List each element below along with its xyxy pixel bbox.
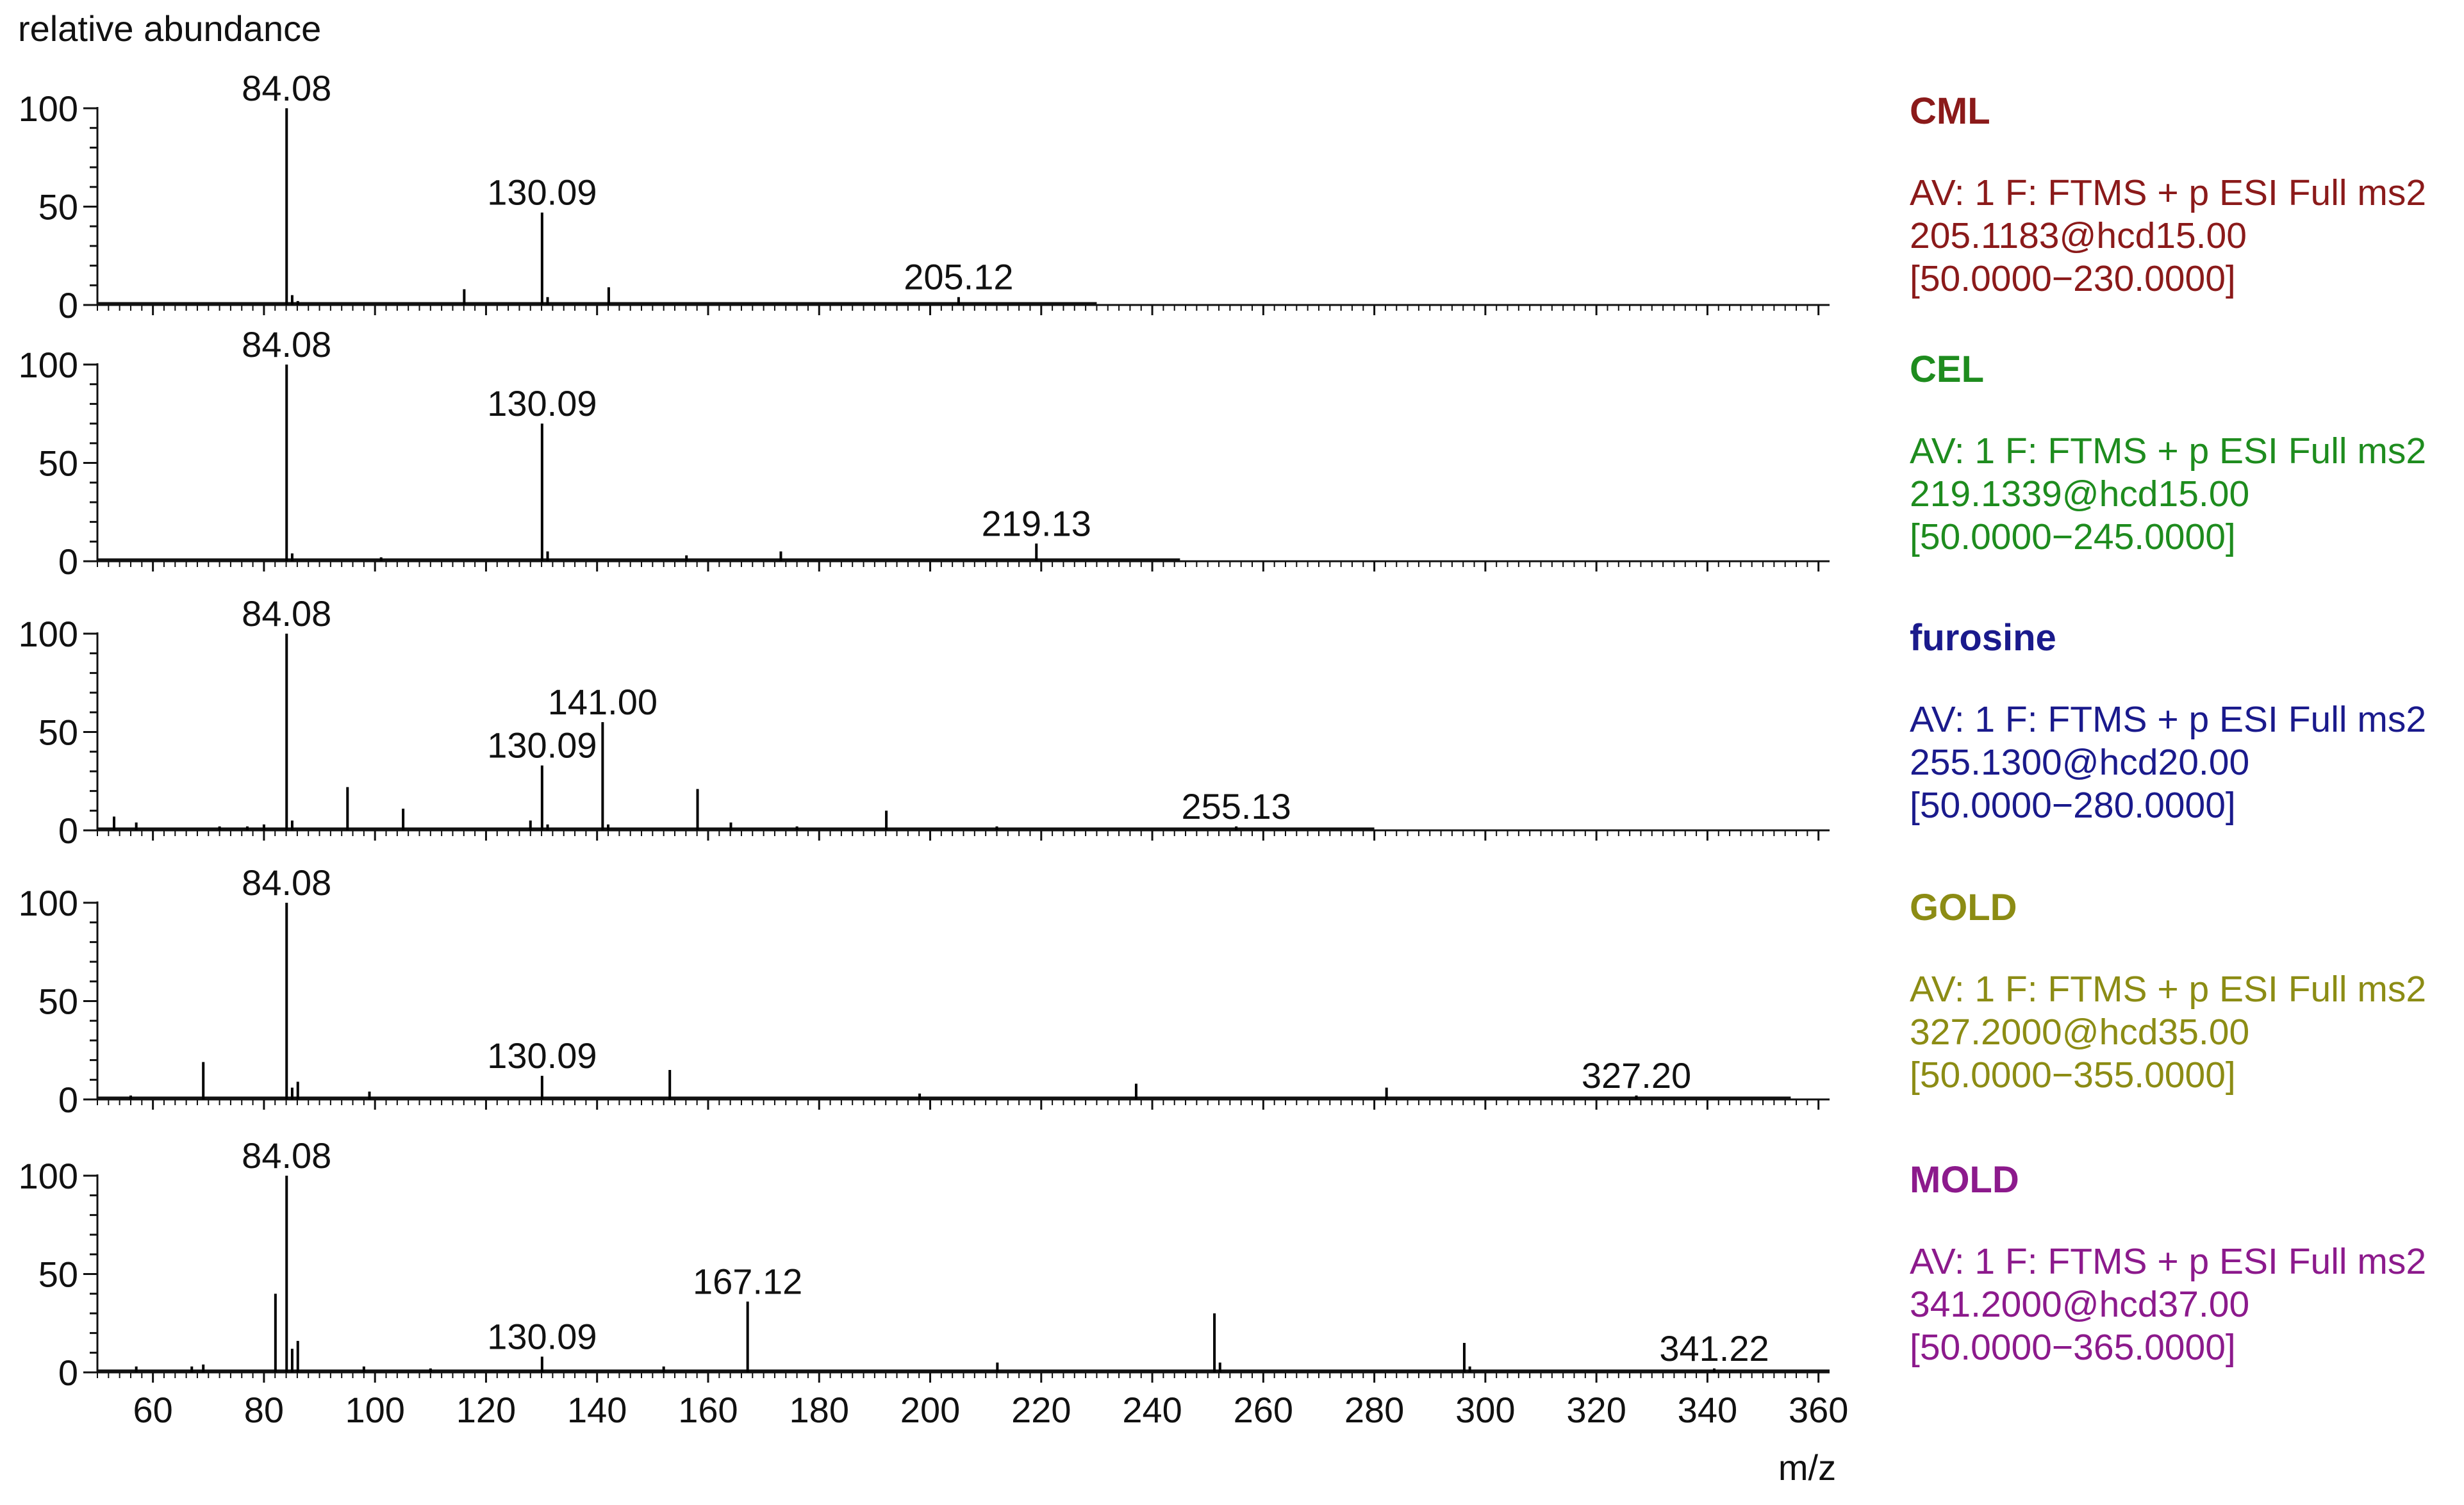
- panel-furosine: 0 50 100: [19, 614, 1830, 851]
- peak-label: 219.13: [982, 503, 1091, 543]
- marks-layer: 84.08 130.09 205.12 84.08 130.09 219.13 84.08 1…: [112, 68, 1769, 1372]
- peak-label: 130.09: [487, 172, 597, 213]
- y-tick-label: 50: [38, 187, 78, 227]
- peak-label: 205.12: [904, 257, 1013, 297]
- y-tick-label: 0: [58, 541, 78, 582]
- y-tick-label: 100: [19, 614, 78, 654]
- y-tick-label: 50: [38, 1254, 78, 1295]
- legend-cel: CEL AV: 1 F: FTMS + p ESI Full ms2 219.1…: [1910, 349, 2461, 559]
- legend-cml-name: CML: [1910, 90, 1990, 132]
- legend-gold-precursor: 327.2000@hcd35.00: [1910, 1012, 2250, 1053]
- peak-label: 167.12: [693, 1261, 802, 1301]
- peak-label: 84.08: [242, 1135, 331, 1176]
- peak-label: 84.08: [242, 862, 331, 903]
- legend-cel-scan-filter: AV: 1 F: FTMS + p ESI Full ms2: [1910, 431, 2427, 472]
- peak-label: 255.13: [1181, 786, 1291, 827]
- y-tick-label: 0: [58, 1080, 78, 1120]
- x-tick-label: 260: [1234, 1390, 1293, 1430]
- y-tick-label: 50: [38, 982, 78, 1022]
- y-axis-title: relative abundance: [18, 8, 321, 49]
- legend-cel-range: [50.0000−245.0000]: [1910, 516, 2236, 557]
- axes-layer: 0 50 100 0 50 100 0 50 100 0 50 100 0 50 100 60 80 100 120…: [19, 88, 1849, 1430]
- panel-mold: 0 50 100: [19, 1156, 1830, 1393]
- peak-label: 141.00: [548, 682, 657, 722]
- legend-cml-scan-filter: AV: 1 F: FTMS + p ESI Full ms2: [1910, 172, 2427, 213]
- y-tick-label: 50: [38, 443, 78, 484]
- peak-label: 84.08: [242, 593, 331, 634]
- x-tick-label: 100: [345, 1390, 404, 1430]
- legend-cml-info: AV: 1 F: FTMS + p ESI Full ms2 205.1183@…: [1910, 172, 2461, 300]
- x-tick-label: 300: [1455, 1390, 1515, 1430]
- x-axis-title: m/z: [1778, 1447, 1836, 1488]
- legend-gold-scan-filter: AV: 1 F: FTMS + p ESI Full ms2: [1910, 969, 2427, 1010]
- legend-cel-precursor: 219.1339@hcd15.00: [1910, 473, 2250, 514]
- x-tick-label: 60: [133, 1390, 172, 1430]
- x-tick-label: 160: [678, 1390, 738, 1430]
- legend-mold-scan-filter: AV: 1 F: FTMS + p ESI Full ms2: [1910, 1241, 2427, 1282]
- legend-cml: CML AV: 1 F: FTMS + p ESI Full ms2 205.1…: [1910, 91, 2461, 300]
- legend-furosine-range: [50.0000−280.0000]: [1910, 785, 2236, 826]
- peak-label: 130.09: [487, 1316, 597, 1356]
- y-tick-label: 0: [58, 1353, 78, 1393]
- panel-cml: 0 50 100: [19, 88, 1830, 325]
- legend-gold-name: GOLD: [1910, 887, 2017, 928]
- x-tick-label: 340: [1678, 1390, 1737, 1430]
- y-tick-label: 0: [58, 285, 78, 325]
- legend-gold-range: [50.0000−355.0000]: [1910, 1055, 2236, 1096]
- legend-furosine: furosine AV: 1 F: FTMS + p ESI Full ms2 …: [1910, 618, 2461, 827]
- peak-label: 130.09: [487, 725, 597, 766]
- y-tick-label: 50: [38, 712, 78, 753]
- peak-label: 130.09: [487, 383, 597, 424]
- y-tick-label: 100: [19, 883, 78, 923]
- x-tick-label: 320: [1566, 1390, 1626, 1430]
- x-tick-label: 220: [1011, 1390, 1071, 1430]
- panel-gold: 0 50 100: [19, 883, 1830, 1120]
- x-tick-label: 280: [1344, 1390, 1404, 1430]
- x-tick-label: 80: [244, 1390, 284, 1430]
- legend-gold-info: AV: 1 F: FTMS + p ESI Full ms2 327.2000@…: [1910, 968, 2461, 1097]
- x-tick-label: 180: [790, 1390, 849, 1430]
- peak-label: 341.22: [1659, 1328, 1769, 1369]
- x-tick-label: 240: [1122, 1390, 1182, 1430]
- legend-mold-range: [50.0000−365.0000]: [1910, 1327, 2236, 1368]
- legend-cml-precursor: 205.1183@hcd15.00: [1910, 215, 2247, 256]
- legend-mold-info: AV: 1 F: FTMS + p ESI Full ms2 341.2000@…: [1910, 1240, 2461, 1369]
- x-tick-label: 120: [456, 1390, 516, 1430]
- y-tick-label: 100: [19, 1156, 78, 1196]
- y-tick-label: 0: [58, 810, 78, 851]
- legend-furosine-info: AV: 1 F: FTMS + p ESI Full ms2 255.1300@…: [1910, 698, 2461, 827]
- y-tick-label: 100: [19, 88, 78, 129]
- legend-mold: MOLD AV: 1 F: FTMS + p ESI Full ms2 341.…: [1910, 1160, 2461, 1369]
- legend-mold-name: MOLD: [1910, 1159, 2019, 1201]
- x-tick-label: 200: [900, 1390, 960, 1430]
- x-tick-label: 360: [1789, 1390, 1848, 1430]
- legend-furosine-precursor: 255.1300@hcd20.00: [1910, 742, 2250, 783]
- legend-cml-range: [50.0000−230.0000]: [1910, 258, 2236, 299]
- legend-furosine-name: furosine: [1910, 617, 2056, 659]
- legend-cel-name: CEL: [1910, 349, 1984, 390]
- legend-mold-precursor: 341.2000@hcd37.00: [1910, 1284, 2250, 1325]
- panel-cel: 0 50 100: [19, 345, 1830, 582]
- peak-label: 327.20: [1582, 1055, 1691, 1096]
- legend-gold: GOLD AV: 1 F: FTMS + p ESI Full ms2 327.…: [1910, 887, 2461, 1097]
- peak-label: 84.08: [242, 68, 331, 108]
- legend-cel-info: AV: 1 F: FTMS + p ESI Full ms2 219.1339@…: [1910, 430, 2461, 559]
- y-tick-label: 100: [19, 345, 78, 385]
- x-tick-label: 140: [567, 1390, 627, 1430]
- peak-label: 84.08: [242, 324, 331, 365]
- legend-furosine-scan-filter: AV: 1 F: FTMS + p ESI Full ms2: [1910, 699, 2427, 740]
- peak-label: 130.09: [487, 1035, 597, 1076]
